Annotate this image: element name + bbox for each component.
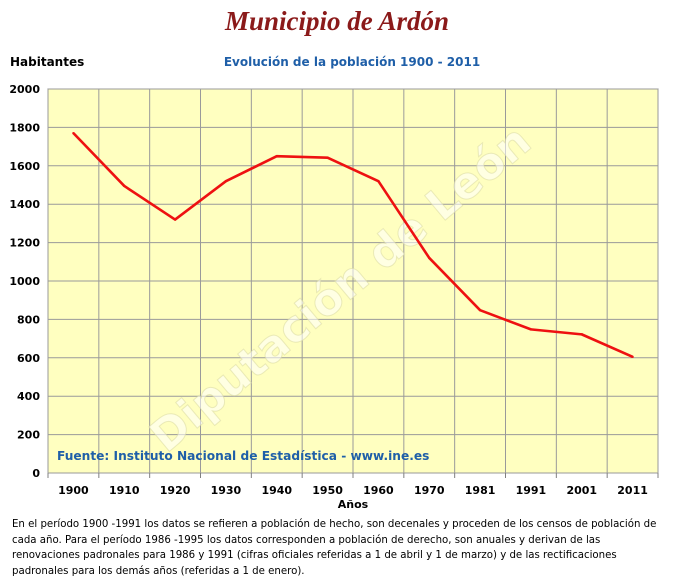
data-point bbox=[224, 179, 228, 183]
x-tick-label: 2011 bbox=[617, 484, 648, 497]
x-tick-label: 1920 bbox=[160, 484, 191, 497]
data-point bbox=[631, 355, 634, 359]
y-tick-label: 2000 bbox=[9, 83, 40, 96]
x-tick-label: 1981 bbox=[465, 484, 496, 497]
data-point bbox=[529, 328, 533, 331]
data-point bbox=[580, 333, 583, 336]
x-tick-label: 1900 bbox=[58, 484, 89, 497]
y-tick-label: 1400 bbox=[9, 198, 40, 211]
x-tick-label: 1960 bbox=[363, 484, 394, 497]
x-tick-label: 1950 bbox=[312, 484, 343, 497]
data-point bbox=[72, 131, 75, 135]
y-axis-label: Habitantes bbox=[10, 55, 85, 69]
x-tick-label: 1991 bbox=[516, 484, 547, 497]
source-note: Fuente: Instituto Nacional de Estadístic… bbox=[57, 449, 429, 463]
data-point bbox=[478, 308, 482, 312]
line-chart: Diputación de León 020040060080010001200… bbox=[9, 83, 659, 511]
y-tick-label: 800 bbox=[17, 313, 40, 326]
data-point bbox=[326, 156, 329, 159]
data-point bbox=[123, 184, 126, 188]
x-tick-label: 1970 bbox=[414, 484, 445, 497]
series-layer bbox=[72, 131, 634, 359]
y-tick-label: 1000 bbox=[9, 275, 40, 288]
series-line bbox=[72, 132, 634, 359]
y-tick-labels: 0 200 400 600 800 1000 1200 1400 1600 1800 2000 bbox=[9, 83, 40, 480]
data-point bbox=[173, 218, 177, 221]
x-tick-labels: 1900 1910 1920 1930 1940 1950 1960 1970 1981 1991… bbox=[58, 484, 648, 497]
chart-subtitle: Evolución de la población 1900 - 2011 bbox=[223, 55, 481, 69]
footnote: En el período 1900 -1991 los datos se re… bbox=[12, 519, 657, 577]
data-point bbox=[275, 155, 278, 158]
x-tick-label: 2001 bbox=[566, 484, 597, 497]
x-tick-label: 1930 bbox=[211, 484, 242, 497]
x-tick-label: 1910 bbox=[109, 484, 140, 497]
y-tick-label: 400 bbox=[17, 390, 40, 403]
y-tick-label: 1600 bbox=[9, 160, 40, 173]
x-tick-label: 1940 bbox=[261, 484, 292, 497]
y-tick-label: 1800 bbox=[9, 121, 40, 134]
gridlines bbox=[47, 88, 659, 478]
x-axis-label: Años bbox=[338, 498, 369, 511]
page-title: Municipio de Ardón bbox=[224, 6, 450, 36]
y-tick-label: 200 bbox=[17, 429, 40, 442]
y-tick-label: 600 bbox=[17, 352, 40, 365]
data-point bbox=[428, 256, 431, 260]
data-point bbox=[377, 179, 380, 183]
y-tick-label: 1200 bbox=[9, 237, 40, 250]
y-tick-label: 0 bbox=[32, 467, 40, 480]
